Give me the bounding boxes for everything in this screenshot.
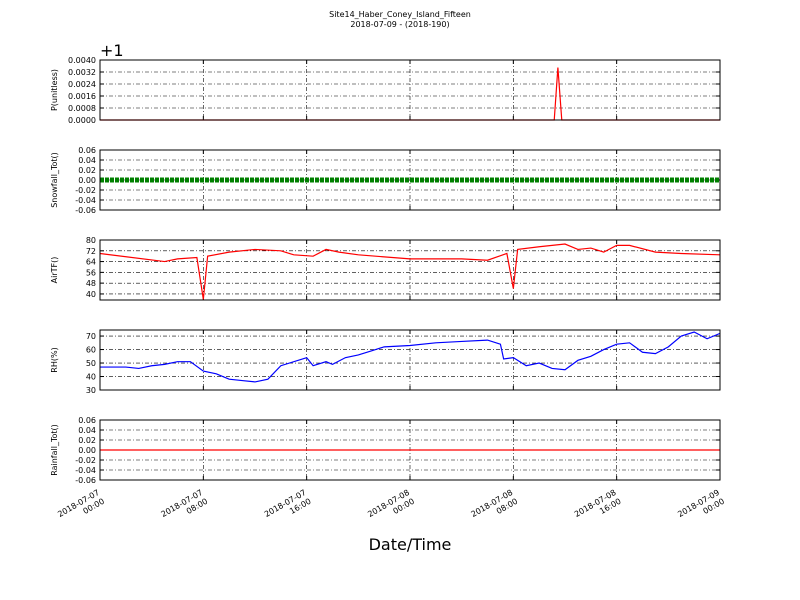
y-tick-label: 30: [86, 386, 96, 395]
x-axis-label: Date/Time: [369, 535, 452, 554]
y-tick-label: 0.04: [78, 426, 96, 435]
y-tick-label: 48: [86, 279, 96, 288]
y-tick-label: 50: [86, 359, 96, 368]
y-tick-label: 70: [86, 332, 96, 341]
y-tick-label: -0.06: [75, 476, 96, 485]
y-tick-label: 0.0016: [68, 92, 96, 101]
offset-label: +1: [100, 41, 124, 60]
y-tick-label: -0.04: [75, 466, 96, 475]
y-tick-label: 0.00: [78, 446, 96, 455]
y-tick-label: 0.02: [78, 166, 96, 175]
y-tick-label: 0.06: [78, 416, 96, 425]
plot-frame: [99, 149, 721, 211]
y-tick-label: -0.02: [75, 186, 96, 195]
y-axis-label: RH(%): [50, 347, 59, 372]
y-tick-label: 56: [86, 268, 96, 277]
plot-frame: [99, 239, 721, 301]
y-tick-label: 64: [86, 258, 96, 267]
y-tick-label: 0.06: [78, 146, 96, 155]
y-tick-label: 72: [86, 247, 96, 256]
y-tick-label: 80: [86, 236, 96, 245]
y-tick-label: -0.02: [75, 456, 96, 465]
plot-frame: [99, 59, 721, 121]
y-tick-label: -0.06: [75, 206, 96, 215]
figure-title: Site14_Haber_Coney_Island_Fifteen: [329, 10, 471, 19]
y-tick-label: 0.02: [78, 436, 96, 445]
y-axis-label: P(unitless): [50, 69, 59, 111]
y-tick-label: 60: [86, 346, 96, 355]
y-tick-label: 0.04: [78, 156, 96, 165]
y-tick-label: 0.0008: [68, 104, 96, 113]
y-axis-label: AirTF(): [50, 257, 59, 284]
y-tick-label: 40: [86, 290, 96, 299]
y-tick-label: 0.0000: [68, 116, 96, 125]
y-tick-label: 0.0024: [68, 80, 96, 89]
data-line: [100, 331, 721, 383]
y-tick-label: 40: [86, 373, 96, 382]
data-line: [99, 243, 721, 300]
y-tick-label: 0.00: [78, 176, 96, 185]
plot-frame: [99, 419, 721, 481]
y-axis-label: Rainfall_Tot(): [50, 424, 59, 476]
figure-subtitle: 2018-07-09 - (2018-190): [350, 20, 449, 29]
y-tick-label: -0.04: [75, 196, 96, 205]
y-axis-label: Snowfall_Tot(): [50, 152, 59, 208]
y-tick-label: 0.0040: [68, 56, 96, 65]
plot-frame: [99, 329, 721, 391]
y-tick-label: 0.0032: [68, 68, 96, 77]
